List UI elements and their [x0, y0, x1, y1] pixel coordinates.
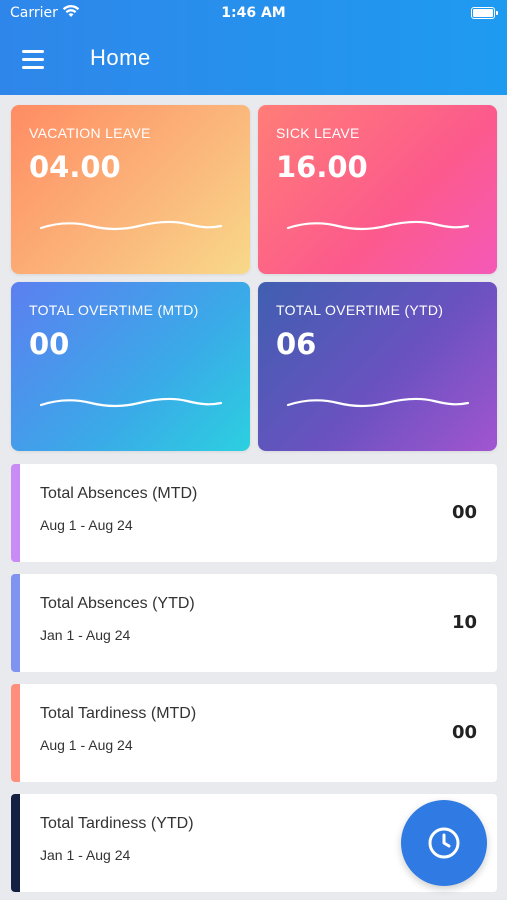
row-accent-stripe: [11, 574, 20, 672]
row-accent-stripe: [11, 684, 20, 782]
card-value: 06: [276, 327, 317, 361]
page-title: Home: [90, 45, 151, 70]
status-time: 1:46 AM: [221, 5, 286, 21]
card-label: TOTAL OVERTIME (YTD): [276, 302, 444, 318]
wave-decoration: [39, 397, 223, 408]
wave-decoration: [286, 397, 470, 408]
sick-leave-card[interactable]: SICK LEAVE 16.00: [258, 105, 497, 274]
card-label: TOTAL OVERTIME (MTD): [29, 302, 199, 318]
row-accent-stripe: [11, 464, 20, 562]
wifi-icon: [62, 5, 80, 17]
card-label: SICK LEAVE: [276, 125, 360, 141]
overtime-ytd-card[interactable]: TOTAL OVERTIME (YTD) 06: [258, 282, 497, 451]
row-value: 00: [451, 502, 477, 523]
card-label: VACATION LEAVE: [29, 125, 151, 141]
wave-decoration: [39, 220, 223, 231]
row-date-range: Jan 1 - Aug 24: [40, 627, 131, 643]
vacation-leave-card[interactable]: VACATION LEAVE 04.00: [11, 105, 250, 274]
hamburger-menu-icon[interactable]: [22, 50, 44, 70]
row-title: Total Absences (MTD): [40, 485, 198, 502]
battery-icon: [471, 7, 498, 19]
card-value: 16.00: [276, 150, 368, 184]
status-carrier: Carrier: [10, 5, 58, 21]
card-value: 04.00: [29, 150, 121, 184]
row-value: 00: [451, 722, 477, 743]
tardiness-mtd-row[interactable]: Total Tardiness (MTD) Aug 1 - Aug 24 00: [11, 684, 497, 782]
row-accent-stripe: [11, 794, 20, 892]
row-date-range: Aug 1 - Aug 24: [40, 737, 133, 753]
absences-ytd-row[interactable]: Total Absences (YTD) Jan 1 - Aug 24 10: [11, 574, 497, 672]
row-value: 10: [451, 612, 477, 633]
wave-decoration: [286, 220, 470, 231]
row-title: Total Absences (YTD): [40, 595, 195, 612]
row-date-range: Jan 1 - Aug 24: [40, 847, 131, 863]
row-date-range: Aug 1 - Aug 24: [40, 517, 133, 533]
row-title: Total Tardiness (MTD): [40, 705, 197, 722]
card-value: 00: [29, 327, 70, 361]
clock-icon: [428, 827, 460, 859]
app-header: Carrier 1:46 AM Home: [0, 0, 507, 95]
row-title: Total Tardiness (YTD): [40, 815, 194, 832]
absences-mtd-row[interactable]: Total Absences (MTD) Aug 1 - Aug 24 00: [11, 464, 497, 562]
overtime-mtd-card[interactable]: TOTAL OVERTIME (MTD) 00: [11, 282, 250, 451]
time-clock-button[interactable]: [401, 800, 487, 886]
